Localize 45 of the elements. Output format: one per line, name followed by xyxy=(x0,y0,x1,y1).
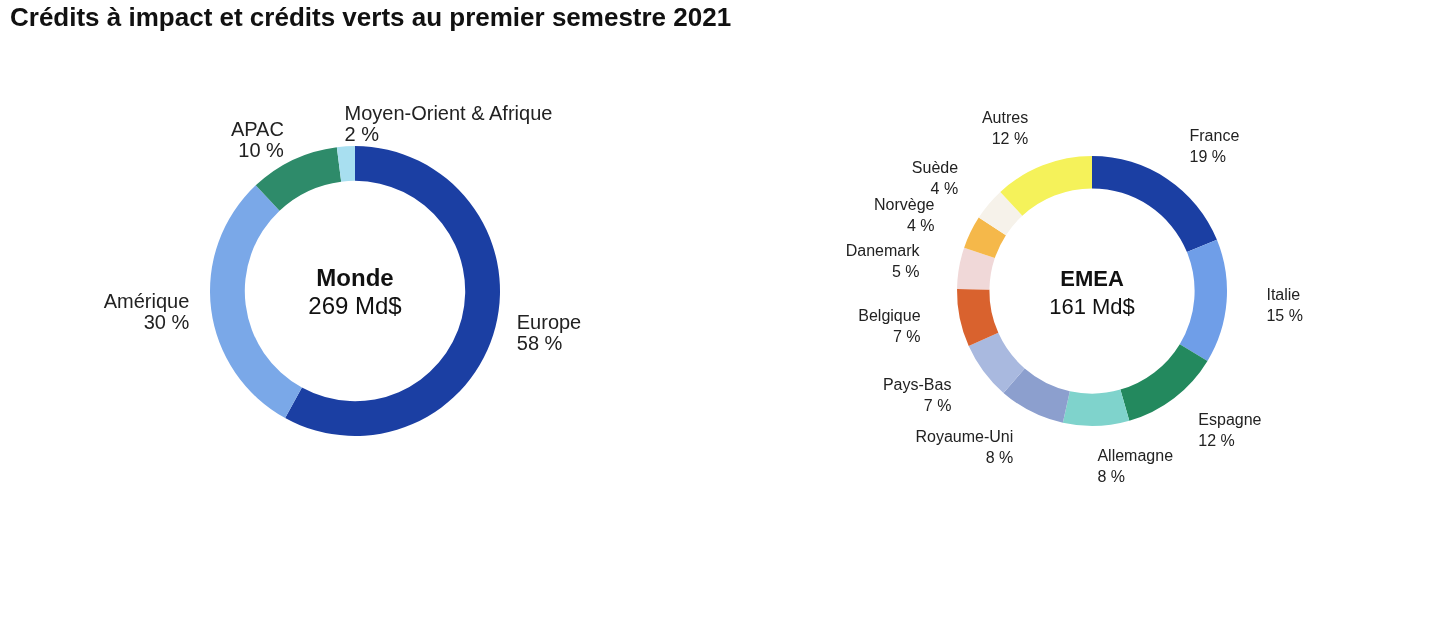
donut-slice xyxy=(968,332,1025,393)
donut-slice xyxy=(1179,239,1227,361)
donut-slice xyxy=(957,288,999,347)
data-label: 2 % xyxy=(344,123,380,146)
data-label: 8 % xyxy=(985,449,1014,467)
data-label: 10 % xyxy=(238,138,285,161)
data-label: 7 % xyxy=(923,397,952,415)
donut-slice xyxy=(1000,156,1092,216)
text: EMEA xyxy=(1060,266,1124,291)
slice-label: Allemagne xyxy=(1097,446,1174,464)
slice-label: France xyxy=(1189,126,1240,144)
donut-slice xyxy=(957,247,995,290)
donut-slice xyxy=(285,146,500,436)
slice-label: Belgique xyxy=(858,307,921,325)
data-label: 8 % xyxy=(1097,467,1126,485)
donut-slice xyxy=(1062,389,1130,426)
data-label: 12 % xyxy=(1198,431,1235,449)
slice-label: Danemark xyxy=(845,242,921,260)
slice-label: Espagne xyxy=(1198,410,1262,428)
slice-label: Moyen-Orient & Afrique xyxy=(344,102,553,125)
slice-label: Pays-Bas xyxy=(882,376,952,394)
data-label: 7 % xyxy=(892,328,921,346)
slice-label: Amérique xyxy=(103,289,190,312)
text: Monde xyxy=(316,264,394,291)
slice-label: Suède xyxy=(911,159,959,177)
data-label: 4 % xyxy=(906,216,935,234)
data-label: 12 % xyxy=(991,130,1029,148)
slice-label: Europe xyxy=(516,310,582,333)
donut-slice xyxy=(336,146,355,182)
chart-title: Crédits à impact et crédits verts au premier semestre 2021 xyxy=(10,2,732,32)
data-label: 19 % xyxy=(1189,147,1226,165)
donut-slice xyxy=(210,185,302,419)
donut-slice xyxy=(964,217,1006,259)
donut-slice xyxy=(978,191,1023,236)
slice-label: Norvège xyxy=(874,195,935,213)
slice-label: Royaume-Uni xyxy=(915,428,1014,446)
data-label: 4 % xyxy=(930,180,959,198)
donut-slice xyxy=(1003,368,1070,423)
text: 161 Md$ xyxy=(1049,294,1135,319)
slice-label: APAC xyxy=(230,117,284,140)
data-label: 5 % xyxy=(891,263,920,281)
slice-label: Autres xyxy=(981,109,1029,127)
text: 269 Md$ xyxy=(308,292,402,319)
data-label: 15 % xyxy=(1266,306,1303,324)
slice-label: Italie xyxy=(1266,285,1301,303)
